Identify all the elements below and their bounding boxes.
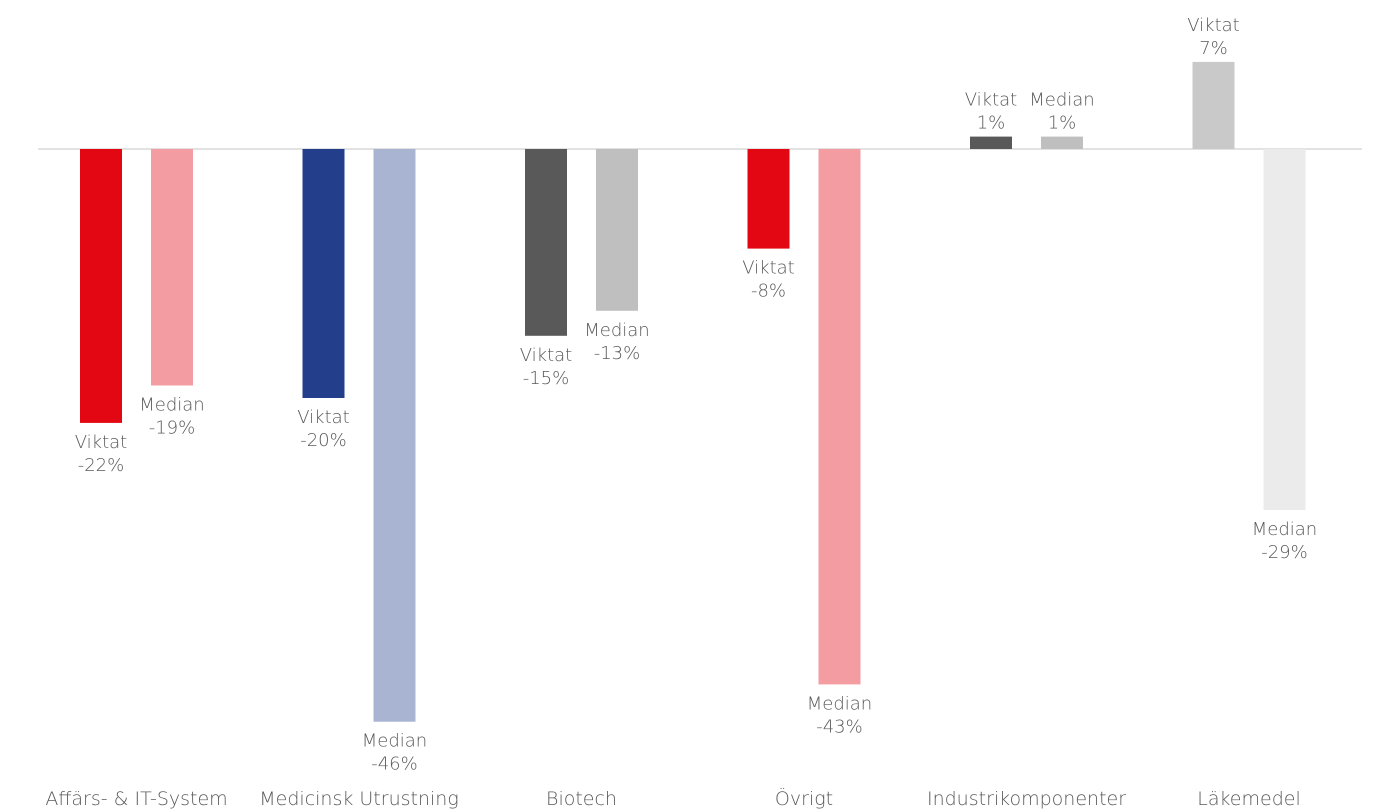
data-label-value-medicinsk-utrustning-median: -46% bbox=[371, 754, 418, 775]
bar-lakemedel-viktat bbox=[1192, 61, 1235, 149]
data-label-series-affars-it-system-viktat: Viktat bbox=[75, 432, 128, 453]
data-label-series-ovrigt-median: Median bbox=[807, 693, 872, 714]
category-label-lakemedel: Läkemedel bbox=[1197, 788, 1300, 810]
category-label-affars-it-system: Affärs- & IT-System bbox=[45, 788, 227, 810]
category-label-ovrigt: Övrigt bbox=[775, 787, 833, 810]
data-label-value-industrikomponenter-median: 1% bbox=[1048, 113, 1077, 134]
bar-industrikomponenter-viktat bbox=[970, 136, 1012, 149]
bar-biotech-viktat bbox=[525, 149, 567, 336]
bar-lakemedel-median bbox=[1263, 149, 1306, 510]
data-label-series-lakemedel-median: Median bbox=[1252, 519, 1317, 540]
data-label-value-medicinsk-utrustning-viktat: -20% bbox=[300, 430, 347, 451]
bar-ovrigt-viktat bbox=[747, 149, 790, 249]
bar-affars-it-system-viktat bbox=[80, 149, 122, 423]
data-label-value-affars-it-system-viktat: -22% bbox=[78, 455, 125, 476]
data-label-series-lakemedel-viktat: Viktat bbox=[1187, 15, 1240, 36]
data-label-value-biotech-median: -13% bbox=[594, 343, 641, 364]
data-label-series-affars-it-system-median: Median bbox=[139, 395, 204, 416]
data-label-value-lakemedel-viktat: 7% bbox=[1199, 38, 1228, 59]
data-label-series-biotech-viktat: Viktat bbox=[520, 345, 573, 366]
data-label-value-ovrigt-median: -43% bbox=[816, 716, 863, 737]
bar-medicinsk-utrustning-viktat bbox=[302, 149, 345, 398]
category-label-industrikomponenter: Industrikomponenter bbox=[927, 788, 1126, 810]
category-label-biotech: Biotech bbox=[546, 788, 617, 810]
data-label-value-biotech-viktat: -15% bbox=[523, 368, 570, 389]
bar-ovrigt-median bbox=[818, 149, 861, 685]
bar-affars-it-system-median bbox=[151, 149, 193, 386]
category-label-medicinsk-utrustning: Medicinsk Utrustning bbox=[259, 788, 458, 810]
data-label-series-industrikomponenter-median: Median bbox=[1029, 90, 1094, 111]
data-label-value-ovrigt-viktat: -8% bbox=[751, 281, 786, 302]
bar-industrikomponenter-median bbox=[1041, 136, 1083, 149]
data-label-value-affars-it-system-median: -19% bbox=[149, 418, 196, 439]
data-label-series-industrikomponenter-viktat: Viktat bbox=[965, 90, 1018, 111]
data-label-value-lakemedel-median: -29% bbox=[1261, 542, 1308, 563]
data-label-series-medicinsk-utrustning-viktat: Viktat bbox=[297, 407, 350, 428]
data-label-series-medicinsk-utrustning-median: Median bbox=[362, 731, 427, 752]
data-label-series-biotech-median: Median bbox=[584, 320, 649, 341]
data-label-series-ovrigt-viktat: Viktat bbox=[742, 258, 795, 279]
data-label-value-industrikomponenter-viktat: 1% bbox=[977, 113, 1006, 134]
bar-medicinsk-utrustning-median bbox=[373, 149, 416, 722]
bar-biotech-median bbox=[596, 149, 638, 311]
